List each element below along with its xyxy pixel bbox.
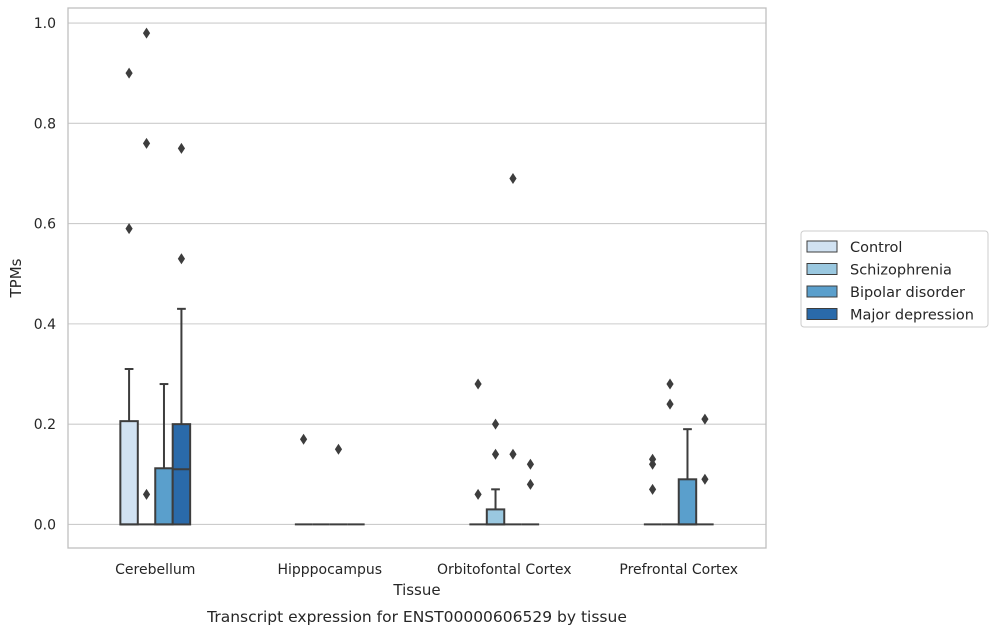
box-body [677,478,698,526]
outlier-point [125,67,133,79]
y-tick-label: 1.0 [34,16,56,32]
box-schizophrenia [661,378,679,526]
y-tick-label: 0.2 [34,417,56,433]
y-axis-ticks: 0.0 0.2 0.4 0.6 0.8 1.0 [34,16,56,533]
outlier-point [491,448,500,460]
box-control [643,453,662,526]
legend-swatch [806,240,838,253]
box-schizophrenia [485,418,506,526]
y-tick-label: 0.0 [34,517,56,533]
outlier-point [701,413,709,425]
box-bipolar-disorder [504,172,522,526]
outlier-point [142,27,151,39]
outlier-point [334,443,343,455]
legend-swatch [806,308,838,320]
legend-label: Schizophrenia [850,263,952,279]
outlier-point [648,453,657,465]
box-control [294,433,313,526]
x-tick-label: Cerebellum [115,562,195,578]
outlier-point [701,473,709,485]
x-tick-label: Hipppocampus [277,562,382,578]
legend-label: Bipolar disorder [850,285,965,301]
box-bipolar-disorder [329,443,348,526]
outlier-point [177,142,186,154]
legend-frame [800,230,989,328]
box-body [119,420,139,526]
box-control [469,378,487,526]
x-axis-label: Tissue [392,581,440,599]
legend-label: Major depression [850,308,974,324]
outlier-point [177,253,186,265]
outlier-point [299,433,308,445]
plot-frame [67,7,767,549]
box-major-depression [521,458,540,526]
outlier-point [509,172,517,184]
legend-swatch [806,263,838,275]
legend: Control Schizophrenia Bipolar disorder Majo… [800,230,989,328]
x-tick-label: Prefrontal Cortex [619,562,738,578]
outlier-point [526,478,535,490]
box-control [119,67,139,526]
box-major-depression [171,142,192,526]
outlier-point [509,448,517,460]
box-body [485,508,506,526]
box-bipolar-disorder [677,428,698,526]
box-body [154,467,174,526]
box-major-depression [696,413,714,526]
legend-label: Control [850,240,902,256]
chart-caption: Transcript expression for ENST0000060652… [206,608,627,626]
outlier-point [648,483,657,495]
outlier-point [666,398,674,410]
y-tick-label: 0.6 [34,217,56,233]
plot-boxes [119,27,714,526]
outlier-point [142,488,151,500]
legend-swatch [806,285,838,298]
outlier-point [666,378,674,390]
outlier-point [491,418,500,430]
outlier-point [125,223,133,235]
x-axis-ticks: Cerebellum Hipppocampus Orbitofontal Corte… [115,562,738,578]
y-tick-label: 0.4 [34,317,56,333]
box-body [171,423,192,526]
y-axis-label: TPMs [7,258,25,298]
outlier-point [526,458,535,470]
outlier-point [142,137,151,149]
y-tick-label: 0.8 [34,116,56,132]
outlier-point [474,378,482,390]
box-schizophrenia [137,27,156,526]
outlier-point [474,488,482,500]
x-tick-label: Orbitofontal Cortex [437,562,572,578]
